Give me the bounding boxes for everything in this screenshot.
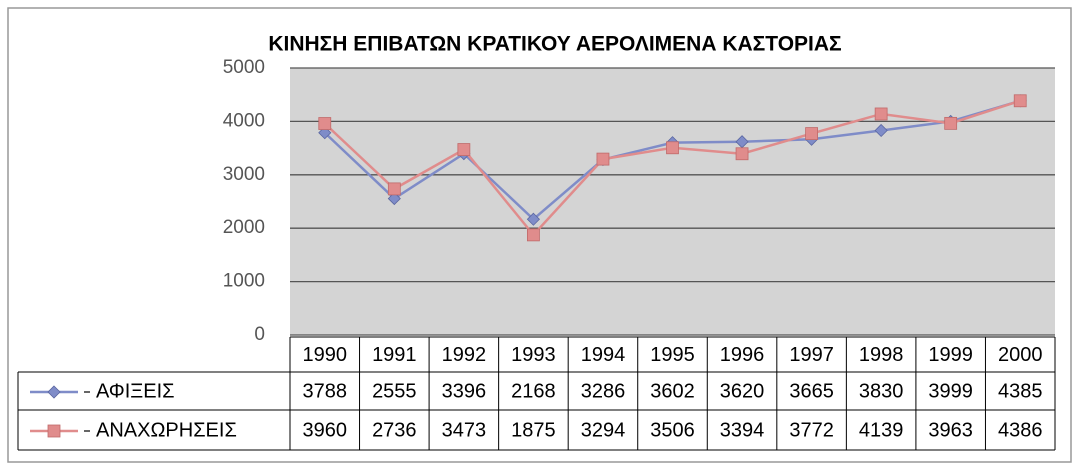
- x-tick-label: 1993: [511, 344, 556, 366]
- table-value: 3294: [581, 419, 626, 441]
- table-value: 3286: [581, 380, 626, 402]
- table-value: 3394: [720, 419, 765, 441]
- point-marker: [387, 182, 401, 196]
- point-marker: [526, 212, 540, 226]
- plot-area: [290, 68, 1055, 335]
- point-marker: [47, 424, 61, 438]
- table-value: 2168: [511, 380, 556, 402]
- legend-label: ΑΦΙΞΕΙΣ: [96, 380, 175, 402]
- x-tick-label: 1995: [650, 344, 695, 366]
- table-value: 2555: [372, 380, 417, 402]
- y-tick-label: 5000: [223, 57, 265, 78]
- table-value: 3396: [442, 380, 487, 402]
- table-value: 2736: [372, 419, 417, 441]
- table-value: 3620: [720, 380, 765, 402]
- table-value: 3963: [928, 419, 973, 441]
- table-value: 4139: [859, 419, 904, 441]
- chart-title: ΚΙΝΗΣΗ ΕΠΙΒΑΤΩΝ ΚΡΑΤΙΚΟΥ ΑΕΡΟΛΙΜΕΝΑ ΚΑΣΤ…: [268, 33, 841, 56]
- y-tick-label: 3000: [223, 164, 265, 185]
- x-tick-label: 1998: [859, 344, 904, 366]
- point-marker: [318, 117, 332, 130]
- point-marker: [874, 123, 888, 138]
- point-marker: [457, 143, 471, 156]
- point-marker: [874, 107, 888, 121]
- x-tick-label: 1999: [928, 344, 973, 366]
- table-value: 3506: [650, 419, 695, 441]
- table-value: 3665: [789, 380, 834, 402]
- x-tick-label: 1994: [581, 344, 626, 366]
- y-tick-label: 0: [254, 324, 265, 345]
- y-tick-label: 2000: [223, 217, 265, 238]
- legend-label: ΑΝΑΧΩΡΗΣΕΙΣ: [96, 419, 237, 441]
- x-tick-label: 1992: [442, 344, 487, 366]
- table-value: 3999: [928, 380, 973, 402]
- table-value: 3772: [789, 419, 834, 441]
- table-value: 4386: [998, 419, 1043, 441]
- x-tick-label: 1996: [720, 344, 765, 366]
- y-tick-label: 4000: [223, 110, 265, 131]
- x-tick-label: 1991: [372, 344, 417, 366]
- table-value: 3473: [442, 419, 487, 441]
- x-tick-label: 1990: [303, 344, 348, 366]
- table-value: 3960: [303, 419, 348, 441]
- x-tick-label: 2000: [998, 344, 1043, 366]
- y-tick-label: 1000: [223, 271, 265, 292]
- point-marker: [1013, 94, 1027, 108]
- point-marker: [596, 152, 610, 166]
- point-marker: [944, 116, 958, 130]
- table-value: 1875: [511, 419, 556, 441]
- point-marker: [735, 147, 749, 161]
- table-value: 3788: [303, 380, 348, 402]
- point-marker: [47, 385, 61, 399]
- point-marker: [805, 127, 818, 140]
- point-marker: [527, 228, 540, 242]
- point-marker: [666, 141, 679, 155]
- table-value: 3602: [650, 380, 695, 402]
- table-value: 3830: [859, 380, 904, 402]
- table-value: 4385: [998, 380, 1043, 402]
- point-marker: [387, 191, 401, 206]
- x-tick-label: 1997: [789, 344, 834, 366]
